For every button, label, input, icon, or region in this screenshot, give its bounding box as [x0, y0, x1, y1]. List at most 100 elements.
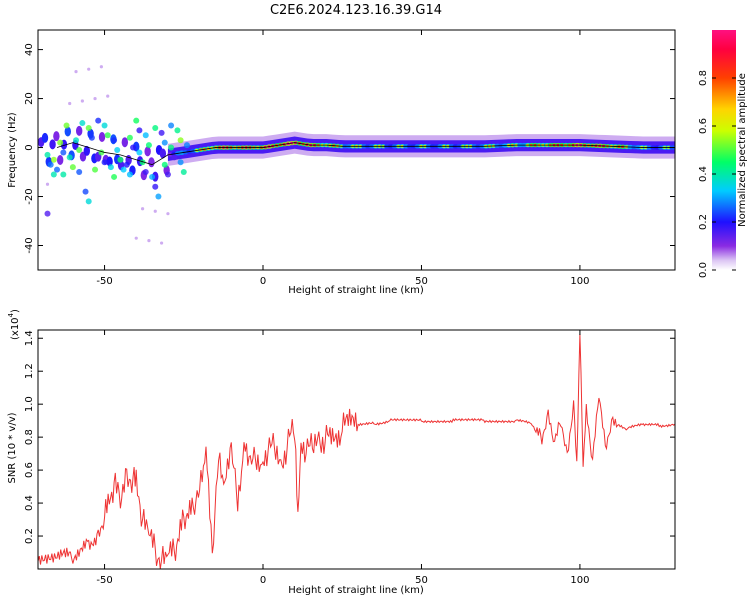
spectrogram-noise-cell: [63, 122, 70, 129]
spectrogram-noise-cell: [139, 159, 146, 166]
spectrogram-noise-cell: [158, 129, 165, 136]
snr-scale-label: (x104): [7, 309, 21, 340]
spectrogram-noise-cell: [149, 173, 156, 180]
spectrogram-noise-cell: [123, 161, 130, 168]
spectrogram-noise-cell: [130, 144, 137, 151]
snr-x-ticks: -50 0 50 100: [96, 330, 589, 586]
spectrogram-noise-cell: [50, 171, 57, 178]
spectrogram-noise-cell: [180, 169, 187, 176]
spectrogram-cell: [49, 139, 56, 150]
spectrogram-x-axis-label: Height of straight line (km): [288, 285, 424, 296]
spectrogram-speck: [87, 67, 91, 71]
colorbar-tick-label: 0.6: [698, 118, 709, 134]
spectrogram-noise-cell: [168, 144, 175, 151]
spectrogram-noise-cell: [44, 151, 51, 158]
spectrogram-speck: [134, 236, 138, 240]
spectrogram-cell: [83, 145, 91, 156]
spectrogram-noise-cell: [152, 183, 159, 190]
spectrogram-y-tick-label: 20: [24, 92, 35, 105]
spectrogram-y-tick-label: 40: [24, 43, 35, 56]
spectrogram-x-tick-label: 100: [570, 276, 589, 287]
spectrogram-noise-cell: [95, 117, 102, 124]
snr-y-axis-label: SNR (10 * v/v): [7, 412, 18, 483]
spectrogram-speck: [140, 207, 145, 211]
spectrogram-cell: [159, 148, 167, 159]
spectrogram-noise-cell: [57, 139, 64, 146]
spectrogram-noise-cell: [155, 193, 162, 200]
spectrogram-speck: [80, 99, 84, 103]
colorbar-tick-label: 0.2: [698, 214, 709, 230]
spectrogram-y-tick-label: 0: [24, 144, 35, 150]
spectrogram-noise-cell: [76, 169, 83, 176]
spectrogram-noise-cell: [183, 142, 190, 149]
spectrogram-noise-cell: [88, 134, 95, 141]
spectrogram-speck: [74, 70, 78, 74]
spectrogram-ridge: [56, 142, 675, 166]
spectrogram-speck: [45, 182, 50, 186]
colorbar-ticks: 0.0 0.2 0.4 0.6 0.8: [698, 70, 736, 278]
spectrogram-noise-cell: [133, 117, 140, 124]
snr-x-tick-label: 0: [260, 575, 266, 586]
spectrogram-noise-cell: [142, 132, 149, 139]
spectrogram-noise-cell: [66, 154, 73, 161]
snr-y-tick-label: 1.2: [24, 363, 35, 379]
spectrogram-cell: [56, 155, 64, 166]
spectrogram-y-ticks: -40 -20 0 20 40: [24, 43, 675, 254]
spectrogram-cell: [98, 131, 106, 142]
snr-x-axis-label: Height of straight line (km): [288, 585, 424, 596]
snr-y-tick-label: 1.4: [24, 330, 35, 346]
spectrogram-cell: [148, 157, 155, 168]
snr-frame: [37, 329, 676, 570]
spectrogram-noise-cell: [164, 171, 171, 178]
spectrogram-noise-cell: [85, 198, 92, 205]
snr-x-tick-label: 50: [415, 575, 428, 586]
snr-scale-base: (x10: [10, 317, 21, 340]
spectrogram-cell: [144, 146, 151, 157]
spectrogram-noise-cell: [47, 161, 54, 168]
spectrogram-noise-cell: [101, 122, 108, 129]
spectrogram-noise-cell: [101, 159, 108, 166]
colorbar-tick-label: 0.4: [698, 166, 709, 182]
spectrogram-speck: [93, 96, 97, 101]
spectrogram-noise-cell: [168, 122, 175, 129]
spectrogram-x-ticks: -50 0 50 100: [96, 30, 589, 287]
spectrogram-y-tick-label: -20: [24, 188, 35, 204]
spectrogram-noise-cell: [161, 139, 168, 146]
spectrogram-speck: [159, 241, 164, 245]
spectrogram-noise-cell: [104, 132, 111, 139]
snr-x-tick-label: 100: [570, 575, 589, 586]
spectrogram-noise-cell: [44, 210, 51, 217]
spectrogram-marks: [38, 65, 675, 245]
colorbar-gradient: [712, 30, 736, 270]
snr-scale-exponent: 4: [7, 312, 15, 317]
snr-y-tick-label: 1.0: [24, 396, 35, 412]
spectrogram-speck: [68, 101, 72, 106]
spectrogram-speck: [153, 209, 157, 213]
spectrogram-noise-cell: [76, 147, 83, 153]
spectrogram-noise-cell: [79, 120, 86, 127]
spectrogram-noise-cell: [114, 147, 121, 153]
spectrogram-speck: [99, 65, 103, 69]
spectrogram-y-axis-label: Frequency (Hz): [7, 112, 18, 188]
spectrogram-noise-cell: [126, 134, 133, 141]
snr-y-tick-label: 0.2: [24, 528, 35, 544]
snr-y-tick-label: 0.6: [24, 462, 35, 478]
spectrogram-noise-cell: [60, 171, 67, 178]
colorbar-tick-label: 0.0: [698, 262, 709, 278]
spectrogram-noise-cell: [142, 169, 149, 176]
spectrogram-noise-cell: [152, 124, 159, 131]
spectrogram-noise-cell: [177, 137, 184, 144]
spectrogram-noise-cell: [82, 188, 89, 195]
spectrogram-x-tick-label: 50: [415, 276, 428, 287]
spectrogram-cell: [121, 137, 129, 148]
snr-x-tick-label: -50: [96, 575, 112, 586]
snr-series-line: [38, 333, 675, 569]
snr-y-tick-label: 0.4: [24, 495, 35, 511]
spectrogram-speck: [166, 212, 170, 216]
spectrogram-cell: [53, 131, 60, 142]
spectrogram-noise-cell: [171, 154, 178, 161]
spectrogram-cell: [41, 132, 49, 143]
spectrogram-noise-cell: [69, 164, 76, 171]
snr-y-ticks: 0.2 0.4 0.6 0.8 1.0 1.2 1.4: [24, 330, 675, 544]
